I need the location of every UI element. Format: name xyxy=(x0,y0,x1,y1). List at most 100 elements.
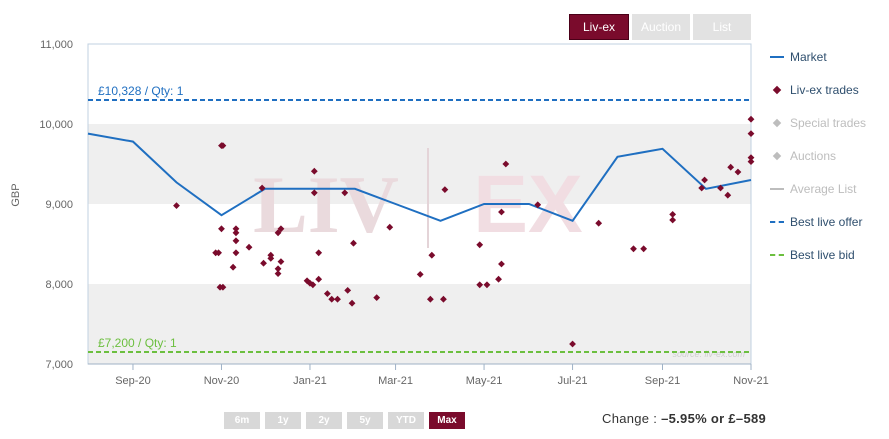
trade-point xyxy=(476,241,484,249)
trade-point xyxy=(717,184,724,192)
trade-point xyxy=(310,167,318,175)
legend-item-average-list[interactable]: Average List xyxy=(770,172,866,205)
trade-point xyxy=(416,271,424,278)
x-tick-label: Sep-20 xyxy=(115,375,150,387)
x-tick-label: Sep-21 xyxy=(645,375,680,387)
tab-auction[interactable]: Auction xyxy=(632,14,690,40)
chart-legend: Market Liv-ex trades Special trades Auct… xyxy=(770,40,866,271)
trade-point xyxy=(734,168,742,176)
y-tick-label: 8,000 xyxy=(45,279,73,291)
trade-point xyxy=(232,225,240,233)
trade-point xyxy=(373,294,381,301)
trade-point xyxy=(640,245,648,253)
legend-item-best-live-bid[interactable]: Best live bid xyxy=(770,238,866,271)
y-axis-label: GBP xyxy=(10,183,22,206)
range-6m-button[interactable]: 6m xyxy=(224,412,260,429)
legend-item-special-trades[interactable]: Special trades xyxy=(770,106,866,139)
diamond-icon xyxy=(770,85,784,94)
trade-point xyxy=(747,130,755,137)
y-tick-label: 10,000 xyxy=(39,119,73,131)
trade-point xyxy=(348,299,356,307)
trade-point xyxy=(344,287,352,294)
change-label: Change : xyxy=(602,411,662,426)
trade-point xyxy=(215,249,222,257)
trade-point xyxy=(218,225,225,233)
line-icon xyxy=(770,55,784,58)
best-bid-label: £7,200 / Qty: 1 xyxy=(98,336,177,350)
range-selector: 6m 1y 2y 5y YTD Max xyxy=(224,412,465,429)
change-value: –5.95% or £–589 xyxy=(661,411,767,426)
trade-point xyxy=(232,249,240,257)
range-5y-button[interactable]: 5y xyxy=(347,412,383,429)
legend-item-market[interactable]: Market xyxy=(770,40,866,73)
trade-point xyxy=(258,184,266,192)
trade-point xyxy=(595,219,603,227)
legend-label: Best live offer xyxy=(790,214,863,229)
trade-point xyxy=(483,281,491,289)
trade-point xyxy=(495,275,502,283)
range-2y-button[interactable]: 2y xyxy=(306,412,342,429)
trade-point xyxy=(219,283,227,291)
legend-item-auctions[interactable]: Auctions xyxy=(770,139,866,172)
trade-point xyxy=(310,189,318,197)
market-series-line xyxy=(87,132,752,223)
dashed-line-icon xyxy=(770,220,784,223)
trade-point xyxy=(267,255,275,262)
legend-item-livex-trades[interactable]: Liv-ex trades xyxy=(770,73,866,106)
x-tick-label: Mar-21 xyxy=(378,375,413,387)
range-max-button[interactable]: Max xyxy=(429,412,465,429)
watermark-text: LIV xyxy=(253,159,399,250)
trade-point xyxy=(426,295,434,303)
best-offer-label: £10,328 / Qty: 1 xyxy=(98,84,184,98)
trade-point xyxy=(350,239,357,247)
trade-point xyxy=(747,158,755,165)
trade-point xyxy=(274,229,282,237)
y-tick-label: 7,000 xyxy=(45,359,73,371)
legend-item-best-live-offer[interactable]: Best live offer xyxy=(770,205,866,238)
trade-point xyxy=(630,245,637,253)
y-tick-label: 11,000 xyxy=(40,39,73,51)
trade-point xyxy=(274,270,282,277)
trade-point xyxy=(341,189,349,197)
trade-point xyxy=(747,154,755,161)
legend-label: Liv-ex trades xyxy=(790,82,859,97)
line-icon xyxy=(770,187,784,190)
plot-band xyxy=(88,284,751,364)
trade-point xyxy=(386,223,394,231)
range-1y-button[interactable]: 1y xyxy=(265,412,301,429)
trade-point xyxy=(323,290,331,297)
trade-point xyxy=(701,176,708,184)
trade-point xyxy=(724,191,732,199)
trade-point xyxy=(441,186,449,193)
trade-point xyxy=(428,251,436,259)
trade-point xyxy=(440,295,447,303)
change-summary: Change : –5.95% or £–589 xyxy=(602,411,766,426)
trade-point xyxy=(476,281,484,289)
source-text: source: liv-ex.com xyxy=(672,349,745,359)
trade-point xyxy=(727,163,735,171)
trade-point xyxy=(698,184,706,192)
diamond-icon xyxy=(770,118,784,127)
trade-point xyxy=(245,243,253,251)
trade-point xyxy=(229,263,237,271)
trade-point xyxy=(277,258,285,265)
trade-point xyxy=(232,237,240,245)
trade-point xyxy=(309,281,317,289)
source-tabs: Liv-ex Auction List xyxy=(569,14,751,40)
trade-point xyxy=(173,202,180,209)
trade-point xyxy=(315,249,323,257)
trade-point xyxy=(747,115,755,123)
trade-point xyxy=(219,142,227,149)
trade-point xyxy=(534,201,542,209)
legend-label: Market xyxy=(790,49,827,64)
x-tick-label: Nov-20 xyxy=(204,375,239,387)
range-ytd-button[interactable]: YTD xyxy=(388,412,424,429)
tab-livex[interactable]: Liv-ex xyxy=(569,14,629,40)
trade-point xyxy=(498,208,505,216)
tab-list[interactable]: List xyxy=(693,14,751,40)
trade-point xyxy=(498,260,505,268)
trade-point xyxy=(274,265,282,273)
y-tick-label: 9,000 xyxy=(45,199,73,211)
diamond-icon xyxy=(770,151,784,160)
